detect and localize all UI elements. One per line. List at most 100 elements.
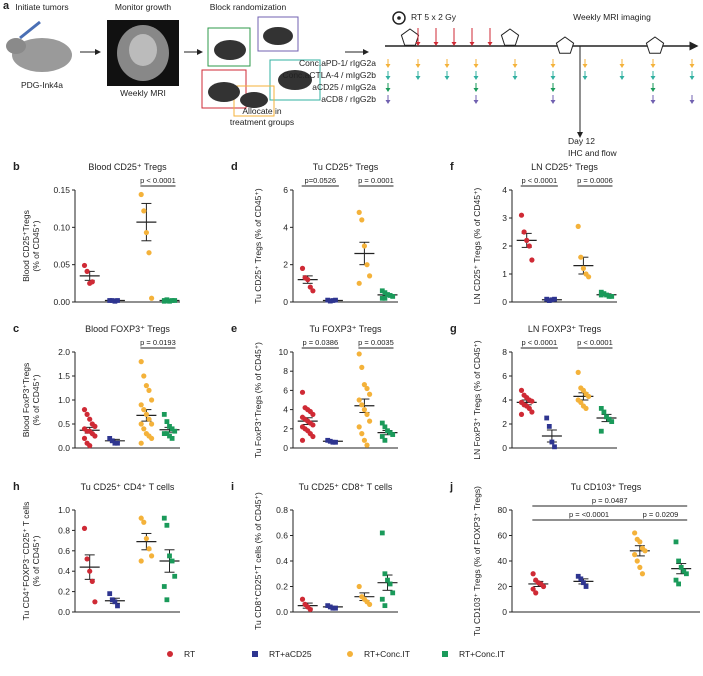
panel-label: j (449, 481, 453, 493)
data-point (138, 359, 144, 365)
legend-marker (347, 651, 353, 657)
group-box (257, 16, 299, 52)
data-point (390, 590, 396, 596)
panel: g LN FOXP3⁺ Tregs 0 2 4 6 8 LN FoxP3⁺ Tregs (% … (450, 323, 617, 460)
dose-arrow (473, 76, 479, 80)
data-point (359, 431, 365, 437)
data-point (141, 426, 147, 432)
data-point (307, 606, 313, 613)
data-point (382, 571, 388, 577)
y-tick-label: 1.0 (58, 505, 70, 515)
data-point (299, 437, 306, 443)
data-point (167, 433, 172, 439)
data-point (330, 298, 336, 303)
data-point (540, 583, 547, 590)
endpoint-label: Day 12 (568, 136, 595, 146)
data-point (533, 590, 539, 596)
data-point (167, 424, 172, 429)
dose-arrow (650, 100, 656, 104)
data-point (330, 605, 336, 611)
y-tick-label: 0.4 (276, 556, 288, 566)
mri-timepoint (400, 28, 420, 46)
data-point (87, 568, 93, 574)
allocate-label: Allocate in (242, 106, 281, 116)
data-point (172, 428, 178, 434)
significance-label: p = <0.0001 (569, 510, 609, 519)
data-point (364, 442, 370, 448)
data-point (529, 409, 535, 415)
panel: h Tu CD25⁺ CD4⁺ T cells 0.0 0.2 0.4 0.6 0.8 1.0… (13, 481, 180, 620)
data-point (299, 265, 306, 271)
significance-label: p < 0.0001 (521, 176, 557, 185)
model-label: PDG-Ink4a (21, 80, 63, 90)
data-point (169, 298, 175, 303)
dose-arrow (385, 64, 391, 68)
panel: j Tu CD103⁺ Tregs 0 20 40 60 80 Tu CD103⁺ Tregs… (449, 481, 700, 636)
data-point (141, 373, 147, 379)
dose-arrow (512, 64, 518, 68)
dose-arrow (385, 88, 391, 92)
data-point (364, 262, 370, 268)
data-point (146, 250, 152, 256)
data-point (524, 237, 530, 243)
data-point (598, 292, 604, 298)
data-point (112, 599, 118, 605)
y-tick-label: 3 (502, 213, 507, 223)
data-point (164, 431, 170, 436)
data-point (109, 597, 115, 603)
data-point (642, 548, 648, 554)
y-tick-label: 80 (498, 505, 508, 515)
dose-arrow (689, 100, 695, 104)
dose-arrow (487, 42, 493, 46)
y-tick-label: 0.6 (58, 546, 70, 556)
y-tick-label: 0.00 (53, 297, 70, 307)
dose-arrow (415, 76, 421, 80)
data-point (112, 440, 118, 446)
data-point (518, 387, 525, 393)
dose-arrow (444, 76, 450, 80)
significance-label: p < 0.0001 (577, 338, 613, 347)
treatment-label: aCD25 / mIgG2a (312, 82, 376, 92)
chart-title: Tu FOXP3⁺ Tregs (310, 324, 382, 334)
y-tick-label: 0.8 (276, 505, 288, 515)
dose-arrow (689, 76, 695, 80)
dose-arrow (469, 42, 475, 46)
data-point (678, 564, 684, 570)
data-point (333, 605, 338, 611)
data-point (361, 382, 367, 388)
data-point (382, 603, 388, 609)
data-point (578, 576, 584, 582)
legend-label: RT (184, 649, 195, 659)
data-point (146, 546, 152, 552)
dose-arrow (650, 64, 656, 68)
dose-arrow (415, 42, 421, 46)
data-point (604, 292, 609, 298)
data-point (518, 411, 525, 417)
y-tick-label: 1.0 (58, 395, 70, 405)
data-point (673, 539, 679, 545)
data-point (161, 431, 167, 436)
data-point (164, 522, 170, 528)
y-tick-label: 0.15 (53, 185, 70, 195)
panel: f LN CD25⁺ Tregs 0 1 2 3 4 LN CD25⁺ Tregs (% of… (450, 161, 617, 307)
group-box (233, 85, 275, 117)
data-point (544, 415, 550, 421)
data-point (81, 435, 88, 441)
data-point (164, 419, 170, 424)
significance-label: p = 0.0035 (358, 338, 394, 347)
data-point (299, 596, 306, 602)
data-point (552, 444, 557, 450)
data-point (367, 601, 373, 607)
y-axis-label: Blood FoxP3⁺Tregs (21, 363, 31, 438)
dose-arrow (550, 100, 556, 104)
mouse-illustration (278, 70, 312, 90)
data-point (81, 407, 88, 413)
data-point (356, 209, 362, 215)
data-point (601, 291, 607, 296)
step-label: Monitor growth (115, 2, 171, 12)
data-point (138, 421, 144, 427)
panel-label: b (13, 161, 20, 173)
significance-label: p < 0.0001 (140, 176, 176, 185)
significance-label: p < 0.0001 (521, 338, 557, 347)
data-point (546, 424, 552, 429)
